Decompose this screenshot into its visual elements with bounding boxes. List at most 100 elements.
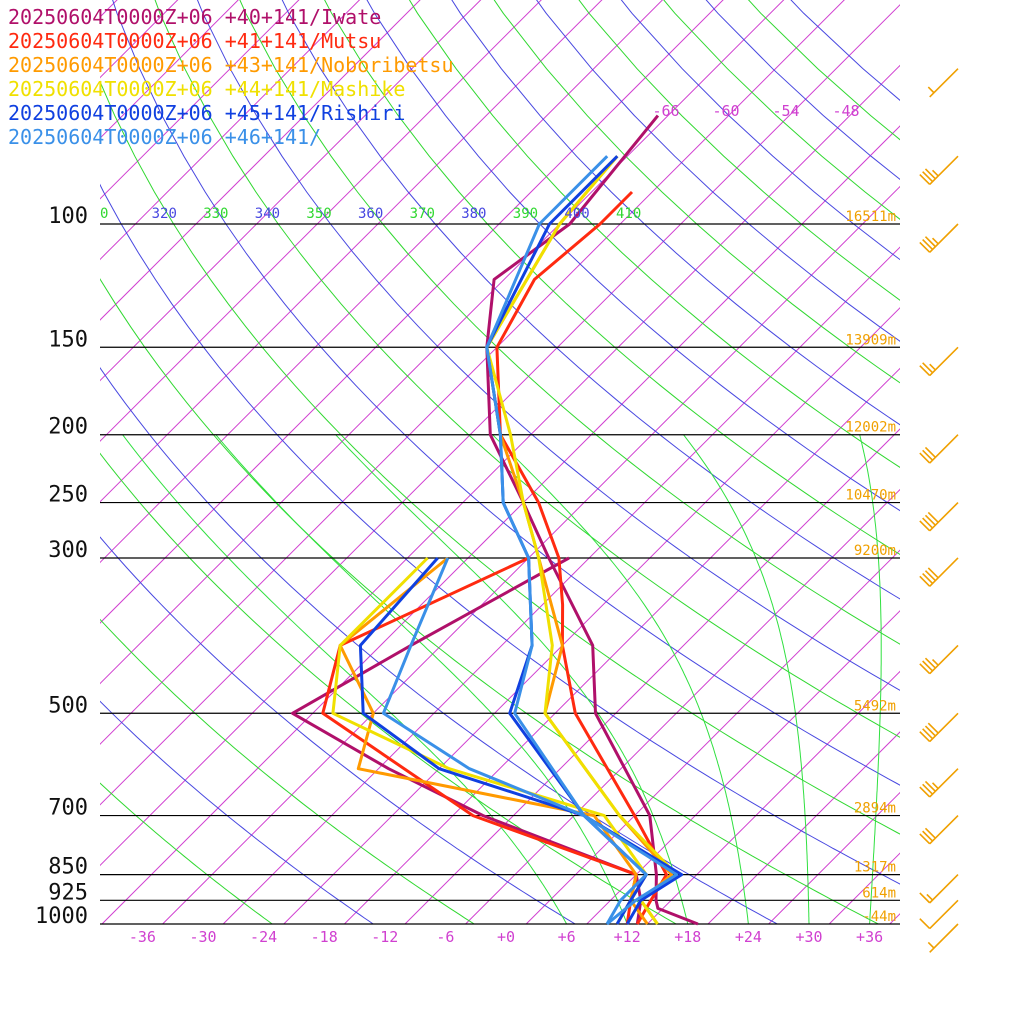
wind-barb xyxy=(919,768,959,798)
wind-barb-staff xyxy=(929,501,959,532)
moist-adiabat-line xyxy=(492,434,749,924)
isotherm-line xyxy=(100,0,361,261)
wind-barb-flag xyxy=(919,365,931,377)
pressure-label: 200 xyxy=(48,415,88,440)
temperature-tick-label: +24 xyxy=(735,928,762,946)
wind-barb xyxy=(919,712,959,743)
theta-label: 370 xyxy=(410,206,435,222)
theta-label: 320 xyxy=(152,206,177,222)
height-label: 9200m xyxy=(854,543,896,559)
wind-barb-staff xyxy=(929,644,959,675)
legend-entry: 20250604T0000Z+06 +41+141/Mutsu xyxy=(8,29,381,53)
pressure-label: 925 xyxy=(48,880,88,905)
height-label: 10470m xyxy=(845,488,896,504)
wind-barb-flag xyxy=(919,731,931,743)
wind-barb-flag xyxy=(922,449,934,461)
wind-barb xyxy=(919,155,959,186)
axis-labels: 100 16511m 150 13909m 200 12002m 250 10470m 300 9… xyxy=(35,102,896,946)
wind-barb-flag xyxy=(924,168,936,180)
wind-barb-flag xyxy=(919,918,931,930)
wind-barb-half-flag xyxy=(931,659,939,666)
dry-adiabat-line xyxy=(100,536,577,924)
legend-entry: 20250604T0000Z+06 +46+141/ xyxy=(8,125,321,149)
wind-barb-flag xyxy=(922,362,934,374)
isotherm-line xyxy=(525,549,900,924)
wind-barb-flag xyxy=(922,728,934,740)
isotherm-line xyxy=(100,0,239,139)
temperature-tick-label: +18 xyxy=(674,928,701,946)
dry-adiabat-line xyxy=(100,80,900,835)
dewpoint-line xyxy=(358,557,648,925)
legend-entry: 20250604T0000Z+06 +45+141/Rishiri xyxy=(8,101,405,125)
pressure-label: 700 xyxy=(48,796,88,821)
isobar-lines xyxy=(100,223,900,925)
dry-adiabat-line xyxy=(239,0,900,645)
dry-adiabat-line xyxy=(196,0,900,691)
isotherm-line xyxy=(586,610,900,924)
upper-temperature-label: -60 xyxy=(712,102,739,120)
theta-label: 330 xyxy=(203,206,228,222)
wind-barb-flag xyxy=(924,725,936,737)
height-label: 13909m xyxy=(845,332,896,348)
temperature-line xyxy=(485,114,699,926)
wind-barb-staff xyxy=(929,815,959,845)
pressure-label: 150 xyxy=(48,327,88,352)
wind-barb-half-flag xyxy=(927,941,935,949)
wind-barb-half-flag xyxy=(929,363,936,371)
wind-barbs xyxy=(919,68,959,953)
temperature-tick-label: -24 xyxy=(250,928,277,946)
height-label: 614m xyxy=(862,885,896,901)
isotherm-line xyxy=(950,0,1024,924)
isotherm-line xyxy=(465,488,900,924)
height-label: 2894m xyxy=(854,801,896,817)
wind-barb-staff xyxy=(929,346,959,377)
wind-barb xyxy=(919,434,959,464)
temperature-tick-label: -12 xyxy=(371,928,398,946)
isotherm-line xyxy=(222,246,900,924)
wind-barb-half-flag xyxy=(926,893,934,901)
theta-label: 410 xyxy=(616,206,641,222)
wind-barb-staff xyxy=(929,223,959,253)
wind-barb-half-flag xyxy=(927,86,935,94)
height-label: -44m xyxy=(862,909,896,925)
wind-barb-flag xyxy=(922,572,934,585)
dewpoint-line xyxy=(381,557,648,925)
moist-adiabat-line xyxy=(683,434,810,924)
isotherm-line xyxy=(100,0,421,321)
height-label: 12002m xyxy=(845,420,896,436)
pressure-label: 100 xyxy=(48,204,88,229)
wind-barb xyxy=(927,923,959,953)
wind-barb-flag xyxy=(924,570,936,582)
theta-label: 350 xyxy=(306,206,331,222)
temperature-tick-label: +0 xyxy=(497,928,515,946)
dry-adiabat-line xyxy=(154,0,900,738)
dry-adiabat-line xyxy=(112,0,900,786)
wind-barb-flag xyxy=(919,833,931,845)
dry-adiabat-line xyxy=(100,367,779,924)
isotherm-line xyxy=(889,913,900,924)
wind-barb xyxy=(927,68,959,98)
wind-barb-flag xyxy=(924,514,936,526)
wind-barb-flag xyxy=(924,446,936,458)
dry-adiabat-line xyxy=(663,0,900,220)
wind-barb-staff xyxy=(929,434,959,464)
height-label: 16511m xyxy=(845,209,896,225)
wind-barb-staff xyxy=(929,899,959,930)
wind-barb-half-flag xyxy=(931,237,939,245)
pressure-label: 250 xyxy=(48,483,88,508)
theta-label: 380 xyxy=(461,206,486,222)
dry-adiabat-line xyxy=(366,0,900,512)
dry-adiabat-line xyxy=(536,0,900,342)
dry-adiabat-line xyxy=(281,0,900,600)
wind-barb-flag xyxy=(919,452,931,464)
isotherm-line xyxy=(283,307,900,924)
moist-adiabat-line xyxy=(122,434,568,924)
height-label: 1317m xyxy=(854,860,896,876)
wind-barb-flag xyxy=(924,236,936,248)
theta-label: 400 xyxy=(564,206,589,222)
legend: 20250604T0000Z+06 +40+141/Iwate20250604T… xyxy=(8,5,454,149)
wind-barb-flag xyxy=(927,511,939,523)
wind-barb-flag xyxy=(919,520,931,532)
wind-barb-flag xyxy=(922,783,934,795)
